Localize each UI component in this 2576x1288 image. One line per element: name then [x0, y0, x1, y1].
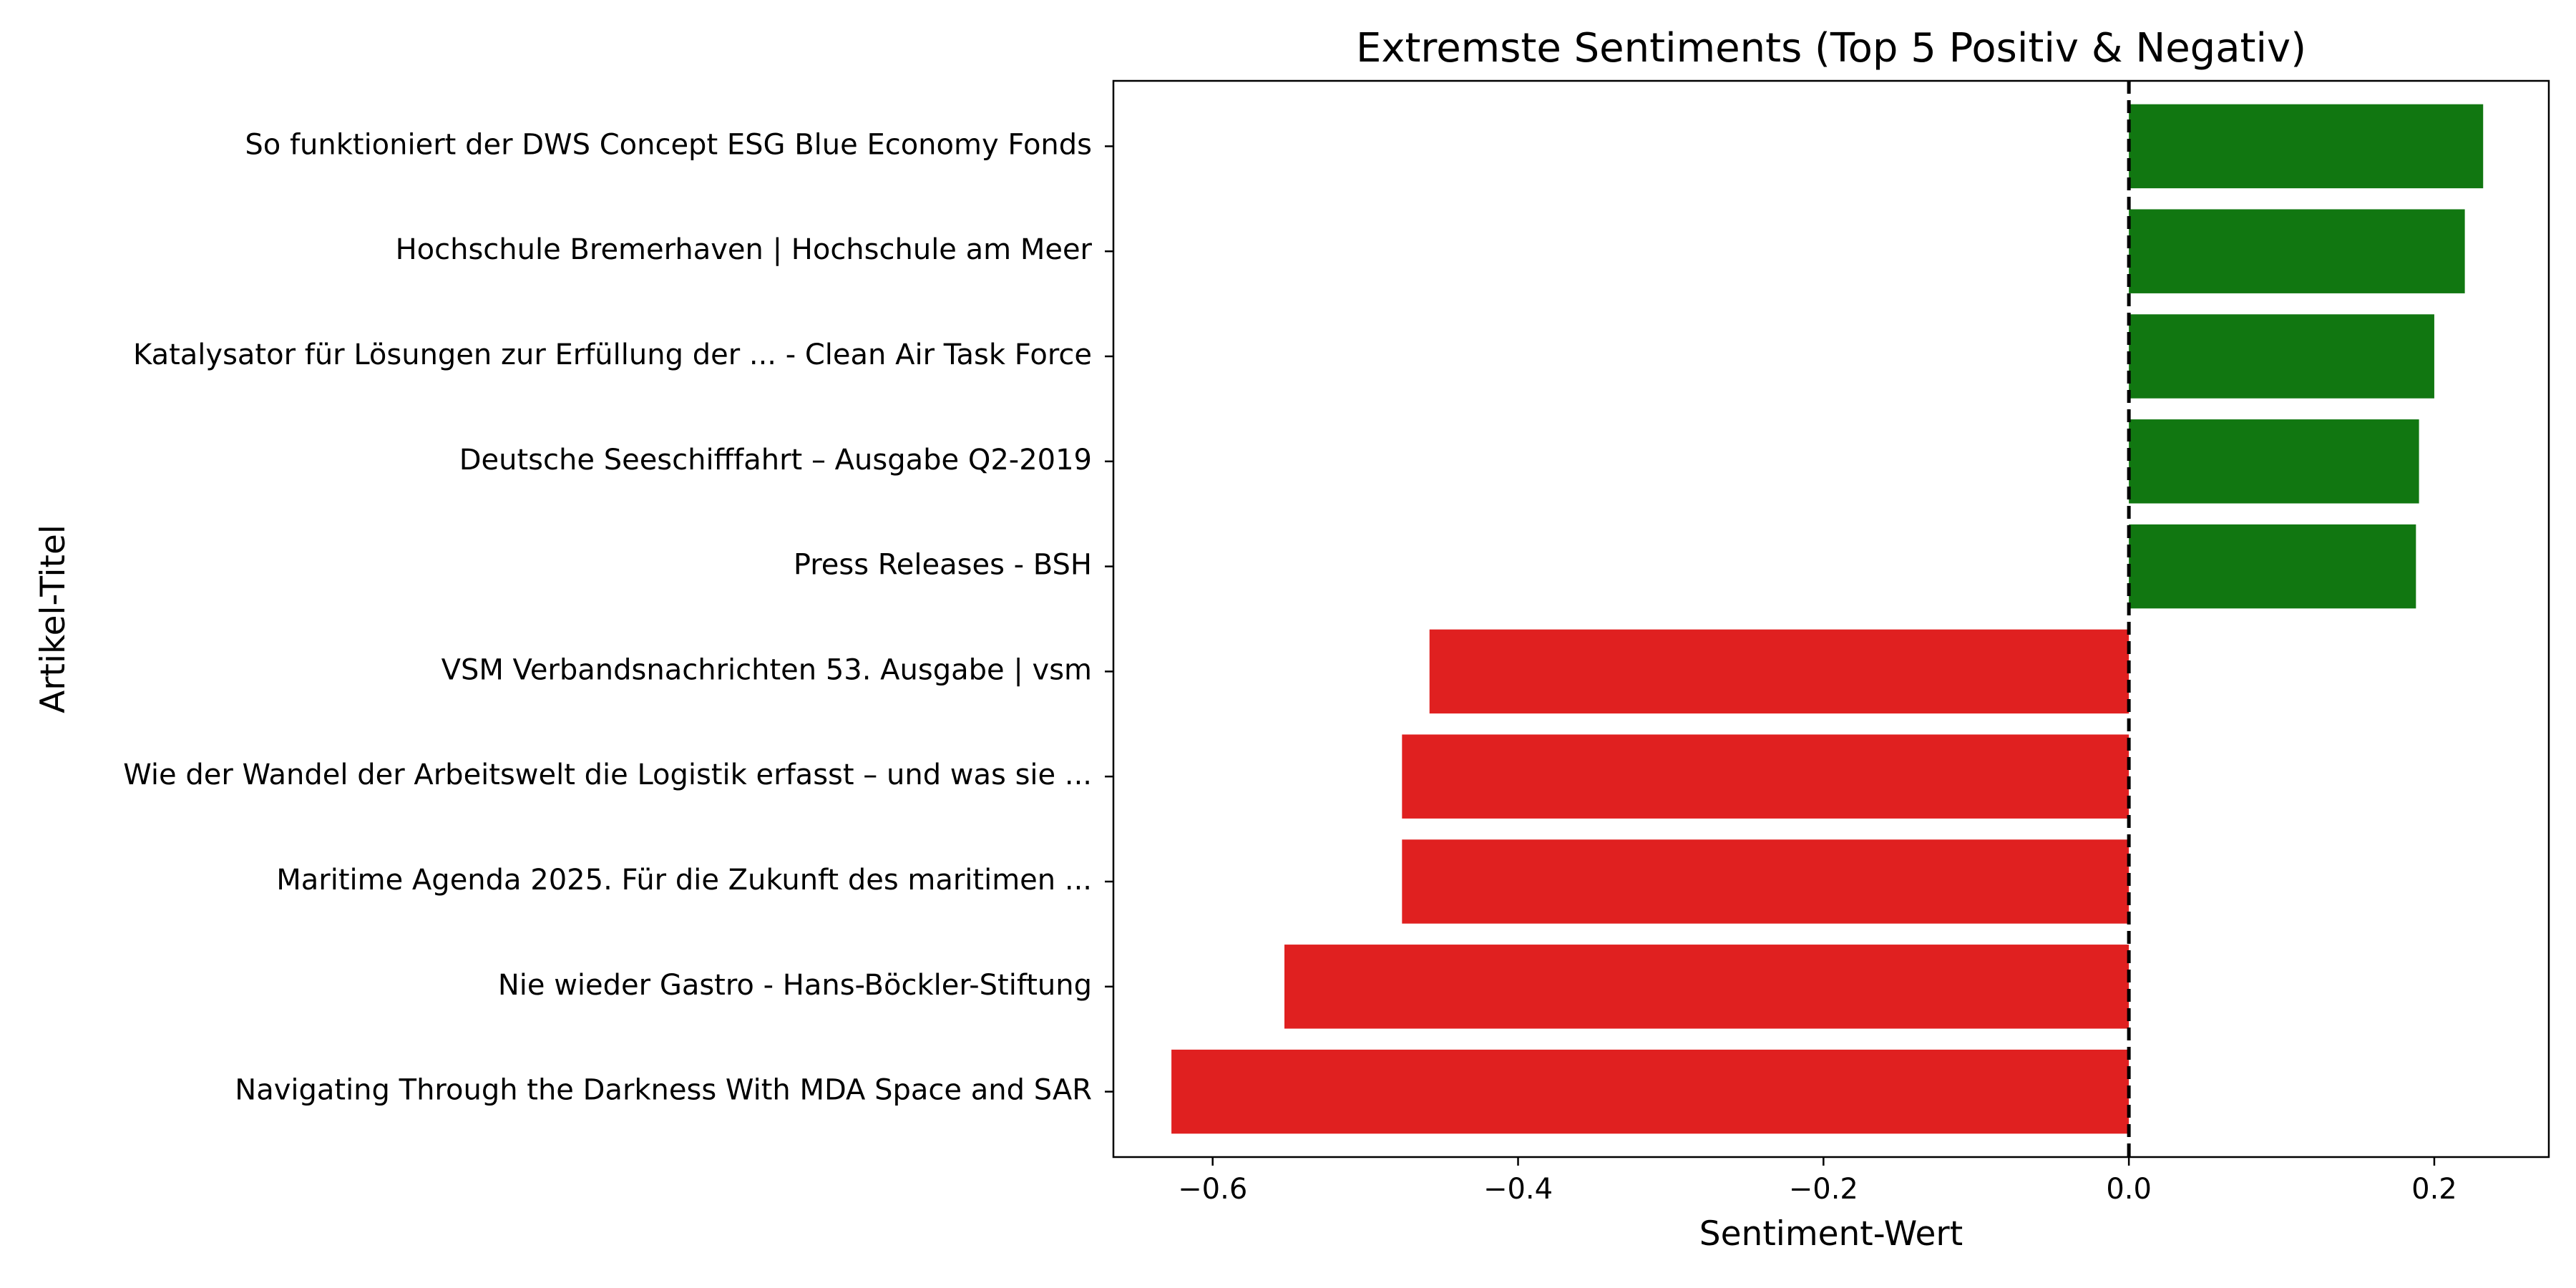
y-tick-label: Navigating Through the Darkness With MDA… [235, 1074, 1092, 1107]
y-tick-label: Nie wieder Gastro - Hans-Böckler-Stiftun… [498, 969, 1092, 1002]
bar-4 [2129, 419, 2419, 504]
bar-8 [1402, 839, 2129, 924]
chart-title: Extremste Sentiments (Top 5 Positiv & Ne… [1356, 25, 2306, 72]
y-tick-label: So funktioniert der DWS Concept ESG Blue… [245, 128, 1092, 161]
bar-7 [1402, 734, 2129, 819]
x-axis-label: Sentiment-Wert [1699, 1214, 1963, 1254]
y-tick-label: Wie der Wandel der Arbeitswelt die Logis… [123, 758, 1092, 791]
y-axis: So funktioniert der DWS Concept ESG Blue… [123, 128, 1113, 1107]
y-tick-label: VSM Verbandsnachrichten 53. Ausgabe | vs… [441, 653, 1092, 686]
x-tick-label: −0.4 [1483, 1173, 1553, 1206]
y-axis-label: Artikel-Titel [34, 525, 73, 713]
x-tick-label: 0.2 [2411, 1173, 2457, 1206]
bars-group [1171, 104, 2484, 1134]
x-tick-label: 0.0 [2106, 1173, 2152, 1206]
y-tick-label: Katalysator für Lösungen zur Erfüllung d… [133, 338, 1092, 371]
bar-5 [2129, 524, 2416, 609]
bar-9 [1284, 945, 2129, 1029]
y-tick-label: Deutsche Seeschifffahrt – Ausgabe Q2-201… [459, 444, 1092, 477]
y-tick-label: Press Releases - BSH [794, 549, 1092, 582]
bar-1 [2129, 104, 2484, 189]
x-axis: −0.6 −0.4 −0.2 0.0 0.2 [1178, 1157, 2457, 1206]
x-tick-label: −0.6 [1178, 1173, 1247, 1206]
y-tick-label: Hochschule Bremerhaven | Hochschule am M… [396, 233, 1093, 266]
plot-frame [1112, 79, 2550, 1158]
bar-3 [2129, 314, 2434, 399]
bar-10 [1171, 1049, 2129, 1134]
x-tick-label: −0.2 [1789, 1173, 1858, 1206]
bar-6 [1429, 629, 2129, 714]
bar-2 [2129, 209, 2465, 293]
y-tick-label: Maritime Agenda 2025. Für die Zukunft de… [276, 864, 1092, 897]
